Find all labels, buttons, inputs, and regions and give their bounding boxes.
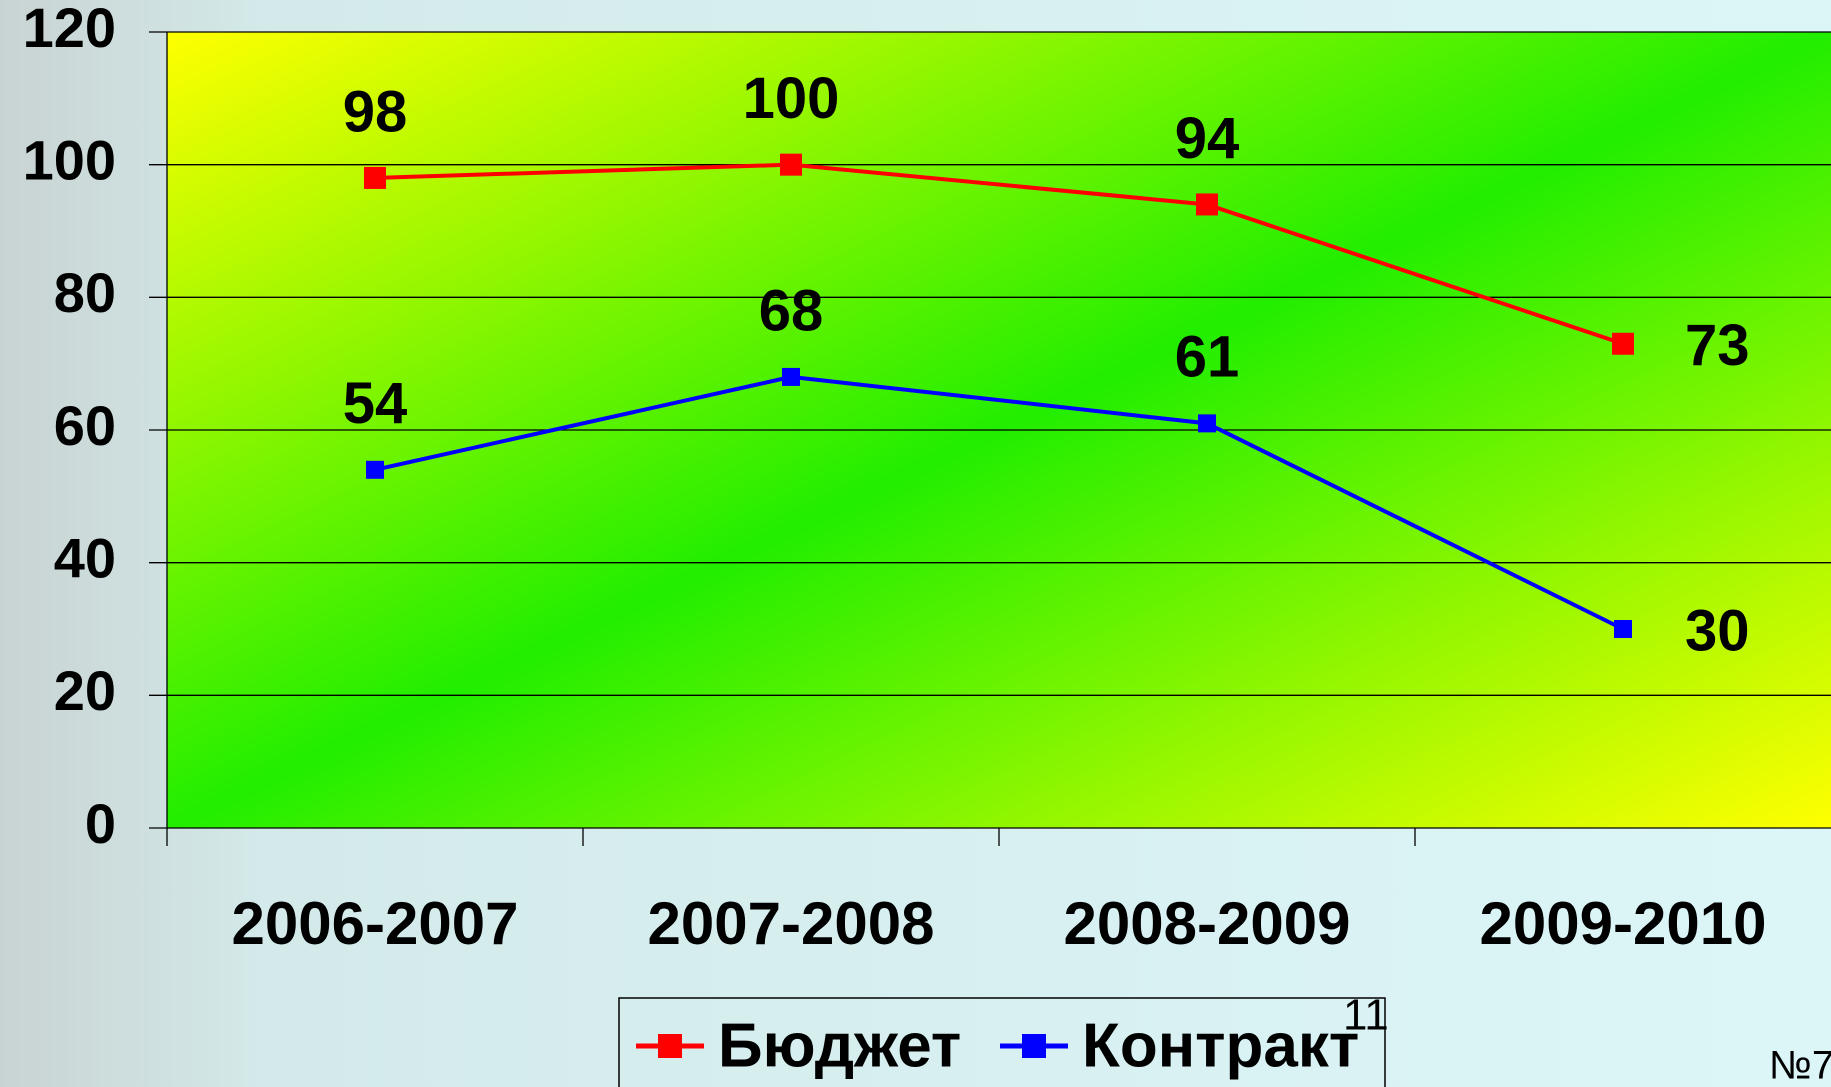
point-marker [366, 460, 384, 479]
annotation: 11 [1343, 991, 1389, 1040]
data-label: 61 [1175, 325, 1240, 390]
data-label: 98 [343, 79, 408, 144]
y-tick-label: 80 [54, 261, 116, 324]
data-label: 68 [759, 278, 824, 343]
data-label: 94 [1175, 106, 1240, 171]
legend-marker [658, 1034, 682, 1058]
x-tick-label: 2006-2007 [232, 890, 519, 957]
point-marker [1198, 414, 1216, 433]
data-label: 100 [743, 66, 840, 131]
point-marker [364, 166, 386, 189]
annotation: №7 [1769, 1044, 1831, 1087]
y-tick-label: 20 [54, 659, 116, 722]
series-line [374, 374, 1624, 631]
y-tick-label: 60 [54, 394, 116, 457]
data-label: 30 [1685, 598, 1750, 663]
point-marker [1196, 193, 1218, 216]
legend-box [618, 997, 1386, 1087]
series-line [374, 162, 1624, 346]
x-tick-label: 2007-2008 [648, 890, 935, 957]
legend-marker [1022, 1034, 1046, 1058]
y-tick-label: 40 [54, 526, 116, 589]
data-label: 73 [1685, 313, 1750, 378]
legend-label: Контракт [1082, 1011, 1359, 1080]
data-label: 54 [343, 371, 408, 436]
y-tick-label: 120 [23, 0, 116, 59]
point-marker [1614, 620, 1632, 638]
y-tick-label: 0 [85, 792, 116, 855]
point-marker [1612, 332, 1634, 355]
x-tick-label: 2008-2009 [1064, 890, 1351, 957]
x-tick-label: 2009-2010 [1480, 890, 1767, 957]
y-tick-label: 100 [23, 128, 116, 191]
point-marker [780, 153, 802, 176]
legend-label: Бюджет [718, 1011, 961, 1080]
point-marker [782, 367, 800, 386]
